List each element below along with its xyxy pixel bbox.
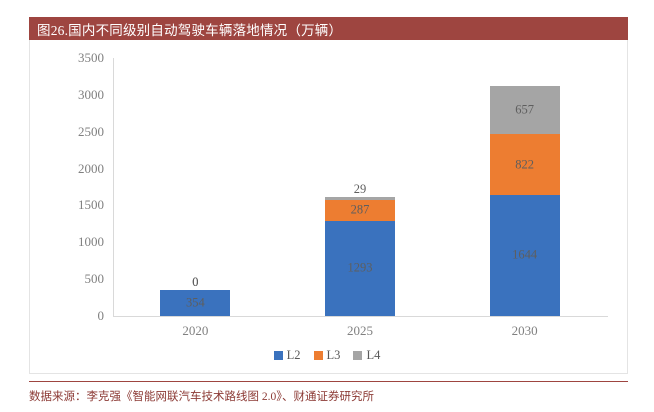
- bar-group[interactable]: 1644 822 657: [489, 58, 560, 316]
- x-axis-line: [113, 316, 608, 317]
- bar-value-label: 1644: [512, 247, 538, 262]
- y-tick-label: 2500: [78, 123, 104, 139]
- bar-segment-l2[interactable]: 1644: [489, 194, 560, 316]
- bar-value-label: 0: [192, 274, 199, 289]
- legend-swatch-icon: [353, 351, 363, 360]
- y-tick-label: 3000: [78, 86, 104, 102]
- bar-value-label: 29: [353, 182, 367, 197]
- bar-value-label: 822: [515, 157, 535, 172]
- legend-item-l2[interactable]: L2: [273, 348, 301, 363]
- legend-swatch-icon: [273, 351, 283, 360]
- plot-area: 0 500 1000 1500 2000 2500 3000 3500 2020 2025 203…: [78, 50, 607, 338]
- figure-title-bar: 图26.国内不同级别自动驾驶车辆落地情况（万辆）: [29, 17, 628, 40]
- legend-item-l3[interactable]: L3: [313, 348, 341, 363]
- chart-legend: L2 L3 L4: [0, 348, 654, 363]
- bar-value-label: 354: [185, 295, 205, 310]
- y-tick-label: 500: [84, 271, 105, 287]
- x-tick-label: 2025: [347, 323, 373, 338]
- page-title: 图26.国内不同级别自动驾驶车辆落地情况（万辆）: [37, 23, 343, 38]
- bar-group[interactable]: 1293 287 29: [325, 58, 395, 316]
- legend-label: L3: [326, 348, 341, 362]
- bar-segment-l4[interactable]: 29: [325, 182, 395, 200]
- y-tick-label: 3500: [78, 50, 104, 65]
- footer-divider: [29, 381, 628, 382]
- bar-value-label: 0: [192, 274, 199, 289]
- source-note: 数据来源：李克强《智能网联汽车技术路线图 2.0》、财通证券研究所: [29, 391, 374, 403]
- y-tick-label: 0: [97, 308, 105, 323]
- bar-segment-l3[interactable]: 287: [325, 199, 395, 221]
- y-tick-label: 1500: [78, 197, 104, 213]
- x-tick-label: 2030: [511, 323, 538, 338]
- y-tick-label: 2000: [78, 160, 104, 176]
- y-axis-line: [113, 58, 114, 317]
- bar-value-label: 657: [515, 102, 535, 117]
- bar-value-label: 1293: [347, 260, 373, 275]
- x-tick-label: 2020: [182, 323, 209, 338]
- legend-swatch-icon: [313, 351, 323, 360]
- bar-segment-l3[interactable]: 822: [489, 134, 560, 195]
- bar-segment-l2[interactable]: 354: [160, 289, 231, 316]
- bar-value-label: 287: [350, 202, 370, 217]
- bar-group[interactable]: 354 0 0: [160, 58, 231, 316]
- bar-segment-l4[interactable]: 657: [489, 85, 560, 135]
- bar-segment-l2[interactable]: 1293: [325, 220, 395, 316]
- y-tick-label: 1000: [78, 234, 104, 250]
- legend-item-l4[interactable]: L4: [353, 348, 380, 363]
- legend-label: L4: [366, 348, 381, 362]
- legend-label: L2: [286, 348, 301, 362]
